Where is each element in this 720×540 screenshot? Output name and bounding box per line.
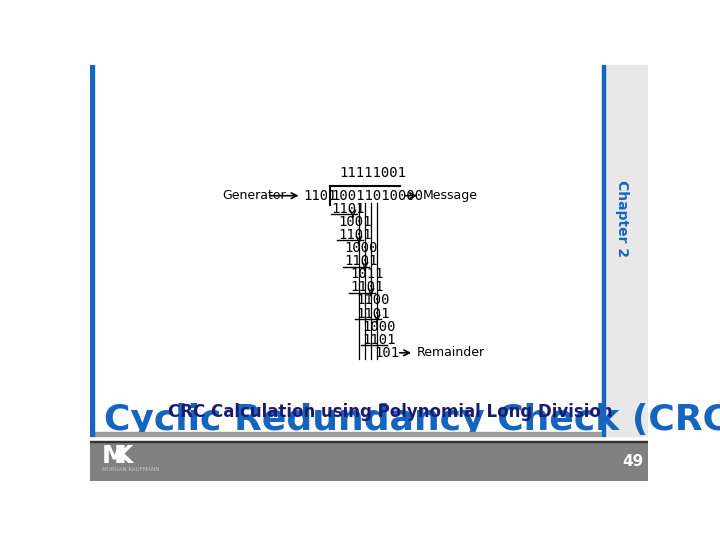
Bar xyxy=(94,432,601,436)
Text: 1101: 1101 xyxy=(338,228,372,242)
Text: 1101: 1101 xyxy=(332,202,365,216)
Text: 1100: 1100 xyxy=(356,293,390,307)
Text: Generator: Generator xyxy=(222,189,286,202)
Text: M: M xyxy=(102,444,127,468)
Text: 101: 101 xyxy=(374,346,399,360)
Text: Message: Message xyxy=(423,189,477,202)
Text: 10011010000: 10011010000 xyxy=(332,188,424,202)
Bar xyxy=(90,442,648,481)
Text: 1101: 1101 xyxy=(350,280,384,294)
Bar xyxy=(601,65,605,436)
Text: MORGAN KAUFMANN: MORGAN KAUFMANN xyxy=(102,467,159,471)
Text: K: K xyxy=(113,444,132,468)
Text: 1101: 1101 xyxy=(362,333,395,347)
Text: Cyclic Redundancy Check (CRC): Cyclic Redundancy Check (CRC) xyxy=(104,403,720,437)
Text: 1101: 1101 xyxy=(344,254,377,268)
Text: 1101: 1101 xyxy=(304,188,337,202)
Text: 1000: 1000 xyxy=(362,320,395,334)
Text: 49: 49 xyxy=(622,454,643,469)
Text: CRC Calculation using Polynomial Long Division: CRC Calculation using Polynomial Long Di… xyxy=(168,402,612,421)
Text: 1000: 1000 xyxy=(344,241,377,255)
Text: Chapter 2: Chapter 2 xyxy=(615,180,629,258)
Text: 1001: 1001 xyxy=(338,215,372,229)
Text: Remainder: Remainder xyxy=(416,346,485,359)
Bar xyxy=(90,441,648,442)
Text: 11111001: 11111001 xyxy=(339,166,406,180)
Bar xyxy=(90,65,94,436)
Bar xyxy=(601,65,648,436)
Text: 1101: 1101 xyxy=(356,307,390,321)
Text: 1011: 1011 xyxy=(350,267,384,281)
